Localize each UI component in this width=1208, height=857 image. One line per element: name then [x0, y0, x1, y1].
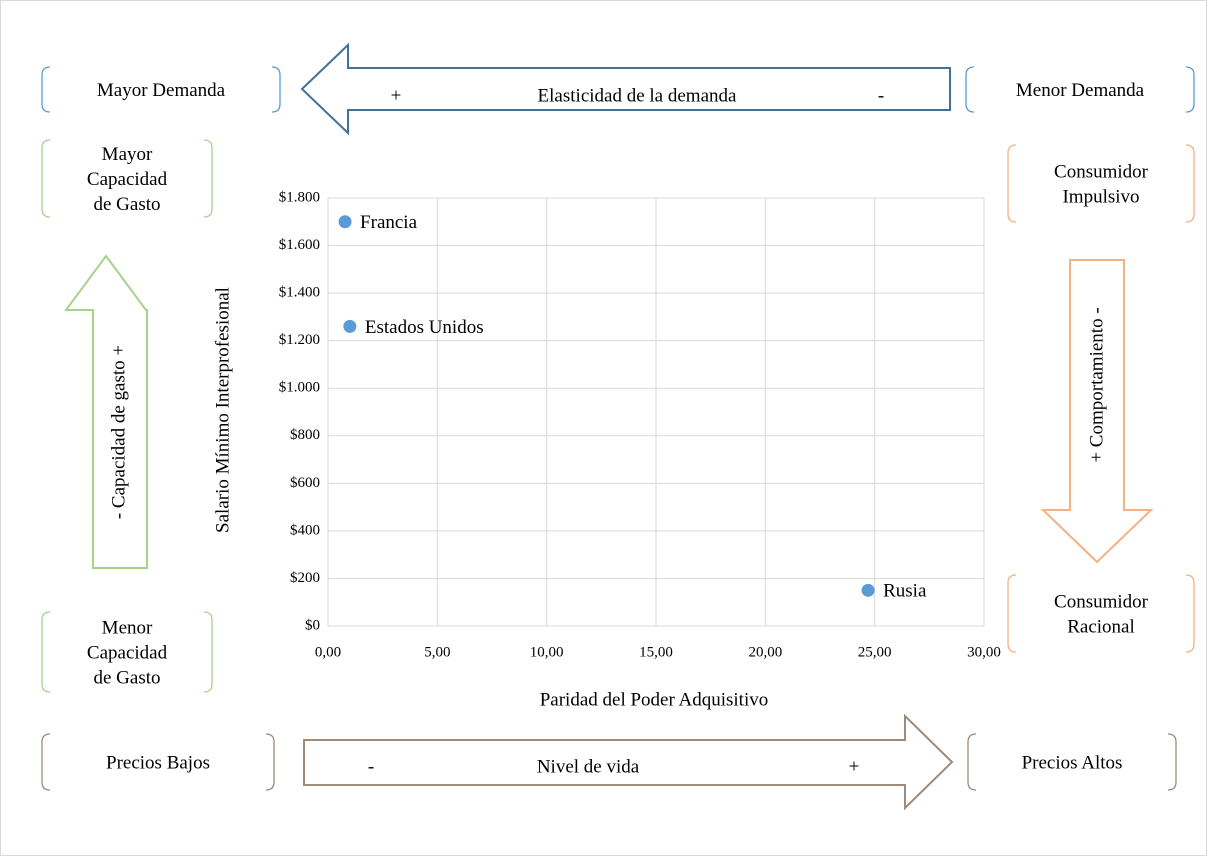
- y-tick-label: $1.000: [279, 380, 320, 396]
- bracket: [1007, 574, 1017, 653]
- bracket: [41, 139, 51, 218]
- y-tick-label: $1.200: [279, 332, 320, 348]
- annotation: Menor Demanda: [1016, 80, 1145, 101]
- x-tick-label: 30,00: [967, 644, 1001, 660]
- y-tick-label: $1.800: [279, 189, 320, 205]
- point-label: Rusia: [883, 581, 927, 602]
- arrow-sign: +: [391, 85, 402, 106]
- bracket: [203, 139, 213, 218]
- bracket: [203, 611, 213, 693]
- annotation: Mayor: [102, 144, 153, 165]
- arrow-elasticity: [300, 42, 951, 136]
- bracket: [967, 733, 977, 791]
- arrow-label: - Capacidad de gasto +: [108, 345, 129, 519]
- annotation: Menor: [102, 617, 153, 638]
- arrow-label: Nivel de vida: [537, 756, 640, 777]
- bracket: [1185, 144, 1195, 223]
- x-tick-label: 25,00: [858, 644, 892, 660]
- arrow-living: [303, 713, 954, 811]
- y-tick-label: $1.600: [279, 237, 320, 253]
- y-tick-label: $0: [305, 617, 320, 633]
- annotation: Capacidad: [87, 642, 168, 663]
- bracket: [41, 733, 51, 791]
- x-tick-label: 15,00: [639, 644, 673, 660]
- bracket: [1185, 66, 1195, 113]
- x-tick-label: 5,00: [424, 644, 450, 660]
- x-tick-label: 0,00: [315, 644, 341, 660]
- arrow-sign: -: [368, 756, 374, 777]
- annotation: Precios Altos: [1022, 752, 1123, 773]
- bracket: [271, 66, 281, 113]
- x-tick-label: 10,00: [530, 644, 564, 660]
- arrow-label: Elasticidad de la demanda: [538, 85, 737, 106]
- annotation: Precios Bajos: [106, 752, 210, 773]
- annotation: Racional: [1067, 616, 1135, 637]
- x-axis-title: Paridad del Poder Adquisitivo: [540, 689, 769, 710]
- point-label: Francia: [360, 212, 418, 233]
- y-tick-label: $800: [290, 427, 320, 443]
- point: [861, 583, 875, 597]
- y-tick-label: $400: [290, 522, 320, 538]
- annotation: Impulsivo: [1062, 186, 1139, 207]
- arrow-behavior: [1040, 259, 1154, 564]
- point: [343, 319, 357, 333]
- arrow-sign: +: [849, 756, 860, 777]
- y-tick-label: $600: [290, 475, 320, 491]
- bracket: [965, 66, 975, 113]
- bracket: [41, 66, 51, 113]
- bracket: [265, 733, 275, 791]
- annotation: de Gasto: [93, 667, 160, 688]
- annotation: Consumidor: [1054, 591, 1149, 612]
- bracket: [1185, 574, 1195, 653]
- y-tick-label: $1.400: [279, 285, 320, 301]
- bracket: [1167, 733, 1177, 791]
- y-axis-title: Salario Mínimo Interprofesional: [212, 287, 233, 533]
- annotation: de Gasto: [93, 194, 160, 215]
- arrow-label: + Comportamiento -: [1086, 307, 1107, 462]
- arrow-sign: -: [878, 85, 884, 106]
- bracket: [1007, 144, 1017, 223]
- annotation: Capacidad: [87, 169, 168, 190]
- point: [338, 215, 352, 229]
- annotation: Consumidor: [1054, 161, 1149, 182]
- y-tick-label: $200: [290, 570, 320, 586]
- bracket: [41, 611, 51, 693]
- annotation: Mayor Demanda: [97, 80, 226, 101]
- arrow-spending: [64, 254, 148, 569]
- x-tick-label: 20,00: [748, 644, 782, 660]
- point-label: Estados Unidos: [365, 317, 484, 338]
